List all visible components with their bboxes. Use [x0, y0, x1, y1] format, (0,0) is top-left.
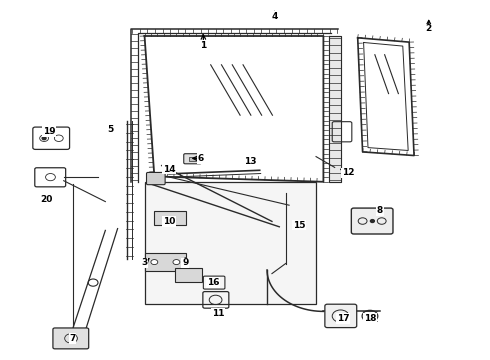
Text: 11: 11 [212, 309, 224, 318]
Text: 12: 12 [342, 168, 354, 177]
Text: 19: 19 [43, 127, 55, 136]
Bar [189, 157, 196, 161]
Text: 6: 6 [198, 154, 204, 163]
Text: 9: 9 [182, 258, 189, 267]
Text: 15: 15 [293, 220, 305, 230]
Text: 17: 17 [337, 314, 349, 323]
Bar [145, 253, 186, 271]
Circle shape [173, 260, 180, 265]
FancyBboxPatch shape [325, 304, 357, 328]
Circle shape [370, 220, 374, 222]
Text: 14: 14 [163, 165, 175, 174]
Text: 1: 1 [200, 40, 206, 49]
Text: 8: 8 [377, 206, 383, 215]
Text: 13: 13 [244, 157, 256, 166]
Text: 4: 4 [271, 12, 278, 21]
Text: 20: 20 [40, 195, 53, 204]
FancyBboxPatch shape [53, 328, 89, 349]
Circle shape [151, 260, 158, 265]
Text: 2: 2 [426, 24, 432, 33]
FancyBboxPatch shape [351, 208, 393, 234]
Text: 10: 10 [163, 217, 175, 226]
Text: 5: 5 [107, 125, 113, 134]
Text: 3: 3 [142, 258, 147, 267]
Bar [154, 211, 186, 225]
Circle shape [367, 314, 373, 319]
Polygon shape [329, 36, 341, 182]
Text: 18: 18 [364, 314, 376, 323]
Text: 7: 7 [69, 334, 76, 343]
Bar [145, 182, 316, 304]
FancyBboxPatch shape [184, 154, 201, 164]
Circle shape [42, 137, 46, 140]
FancyBboxPatch shape [147, 172, 165, 185]
Text: 16: 16 [207, 278, 220, 287]
Bar [175, 268, 202, 282]
